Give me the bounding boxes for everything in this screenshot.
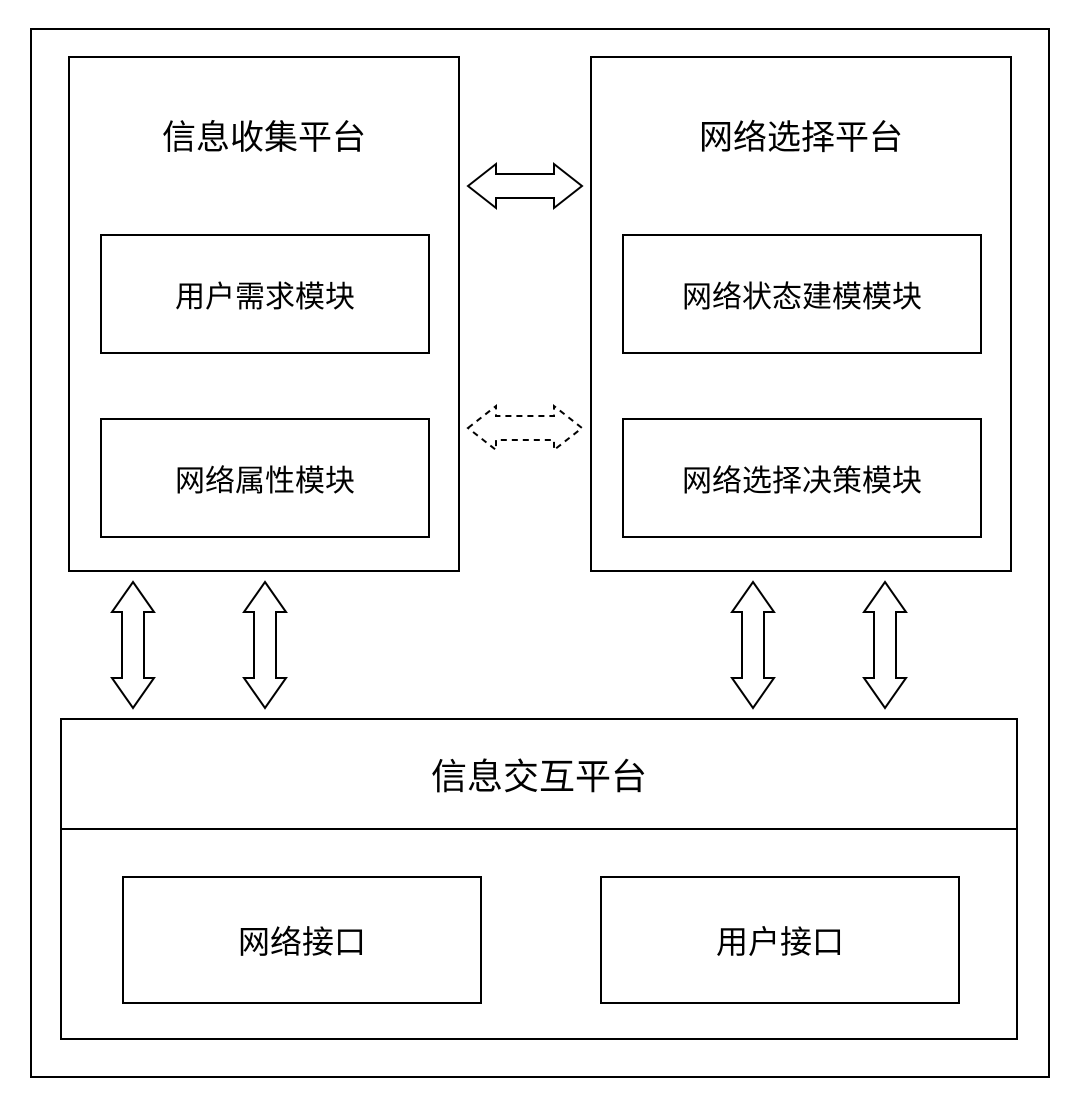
net-if-module: 网络接口: [122, 876, 482, 1004]
user-req-module: 用户需求模块: [100, 234, 430, 354]
arrow-v-left2: [240, 582, 290, 708]
net-select-title: 网络选择平台: [592, 110, 1010, 159]
net-decide-module: 网络选择决策模块: [622, 418, 982, 538]
info-collect-title: 信息收集平台: [70, 110, 458, 159]
arrow-h-top: [468, 156, 582, 216]
arrow-v-right2: [860, 582, 910, 708]
net-state-module: 网络状态建模模块: [622, 234, 982, 354]
net-attr-label: 网络属性模块: [175, 456, 355, 500]
net-decide-label: 网络选择决策模块: [682, 456, 922, 500]
net-if-label: 网络接口: [238, 917, 366, 963]
arrow-v-right1: [728, 582, 778, 708]
info-exchange-title-box: 信息交互平台: [60, 718, 1018, 830]
info-exchange-label: 信息交互平台: [431, 748, 647, 800]
user-if-module: 用户接口: [600, 876, 960, 1004]
arrow-v-left1: [108, 582, 158, 708]
user-if-label: 用户接口: [716, 917, 844, 963]
arrow-h-bottom: [468, 398, 582, 458]
user-req-label: 用户需求模块: [175, 272, 355, 316]
net-state-label: 网络状态建模模块: [682, 272, 922, 316]
net-attr-module: 网络属性模块: [100, 418, 430, 538]
